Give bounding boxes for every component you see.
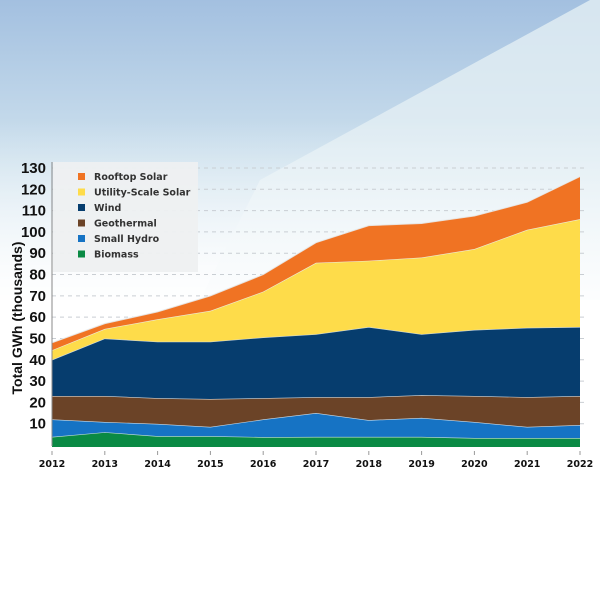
y-tick-label: 20	[29, 394, 46, 411]
x-tick-label: 2015	[197, 459, 223, 470]
y-tick-label: 40	[29, 352, 46, 369]
area-utility-scale-solar	[52, 219, 580, 360]
y-tick-label: 80	[29, 267, 46, 284]
legend-label: Small Hydro	[94, 234, 160, 245]
x-tick-label: 2019	[408, 459, 434, 470]
x-tick-label: 2016	[250, 459, 277, 470]
y-tick-label: 70	[29, 288, 46, 305]
area-biomass	[52, 432, 580, 447]
area-wind	[52, 327, 580, 399]
legend-label: Rooftop Solar	[94, 172, 168, 183]
legend-label: Geothermal	[94, 219, 157, 230]
legend: Rooftop Solar Utility-Scale Solar Wind Geot…	[53, 162, 198, 272]
y-tick-label: 50	[29, 330, 46, 347]
x-tick-labels: 2012 2013 2014 2015 2016 2017 2018 2019 2020 2021…	[39, 451, 593, 470]
y-tick-label: 30	[29, 373, 46, 390]
x-tick-label: 2013	[92, 459, 118, 470]
legend-swatch	[78, 250, 85, 258]
x-tick-label: 2020	[461, 459, 488, 470]
y-tick-label: 10	[29, 416, 46, 433]
area-boundary-line	[51, 175, 581, 344]
y-tick-label: 60	[29, 309, 46, 326]
x-tick-label: 2012	[39, 459, 65, 470]
area-geothermal	[52, 395, 580, 427]
x-tick-label: 2022	[567, 459, 593, 470]
area-series	[51, 175, 581, 447]
legend-label: Utility-Scale Solar	[94, 188, 191, 199]
legend-label: Biomass	[94, 250, 139, 261]
x-tick-label: 2021	[514, 459, 540, 470]
legend-label: Wind	[94, 203, 121, 214]
x-tick-label: 2018	[356, 459, 383, 470]
legend-panel	[53, 162, 198, 272]
y-axis-label: Total GWh (thousands)	[9, 242, 25, 395]
y-tick-label: 130	[21, 160, 46, 177]
legend-swatch	[78, 188, 85, 196]
legend-swatch	[78, 235, 85, 242]
y-tick-label: 120	[21, 181, 46, 198]
area-small-hydro	[52, 413, 580, 438]
legend-swatch	[78, 219, 85, 227]
x-tick-label: 2014	[144, 459, 171, 470]
y-tick-labels: 10 20 30 40 50 60 70 80 90 100 110 120 130	[21, 160, 46, 433]
legend-swatch	[78, 204, 85, 211]
legend-swatch	[78, 173, 85, 180]
y-tick-label: 110	[22, 203, 46, 220]
y-tick-label: 90	[29, 245, 46, 262]
y-tick-label: 100	[21, 224, 46, 241]
x-tick-label: 2017	[303, 459, 329, 470]
